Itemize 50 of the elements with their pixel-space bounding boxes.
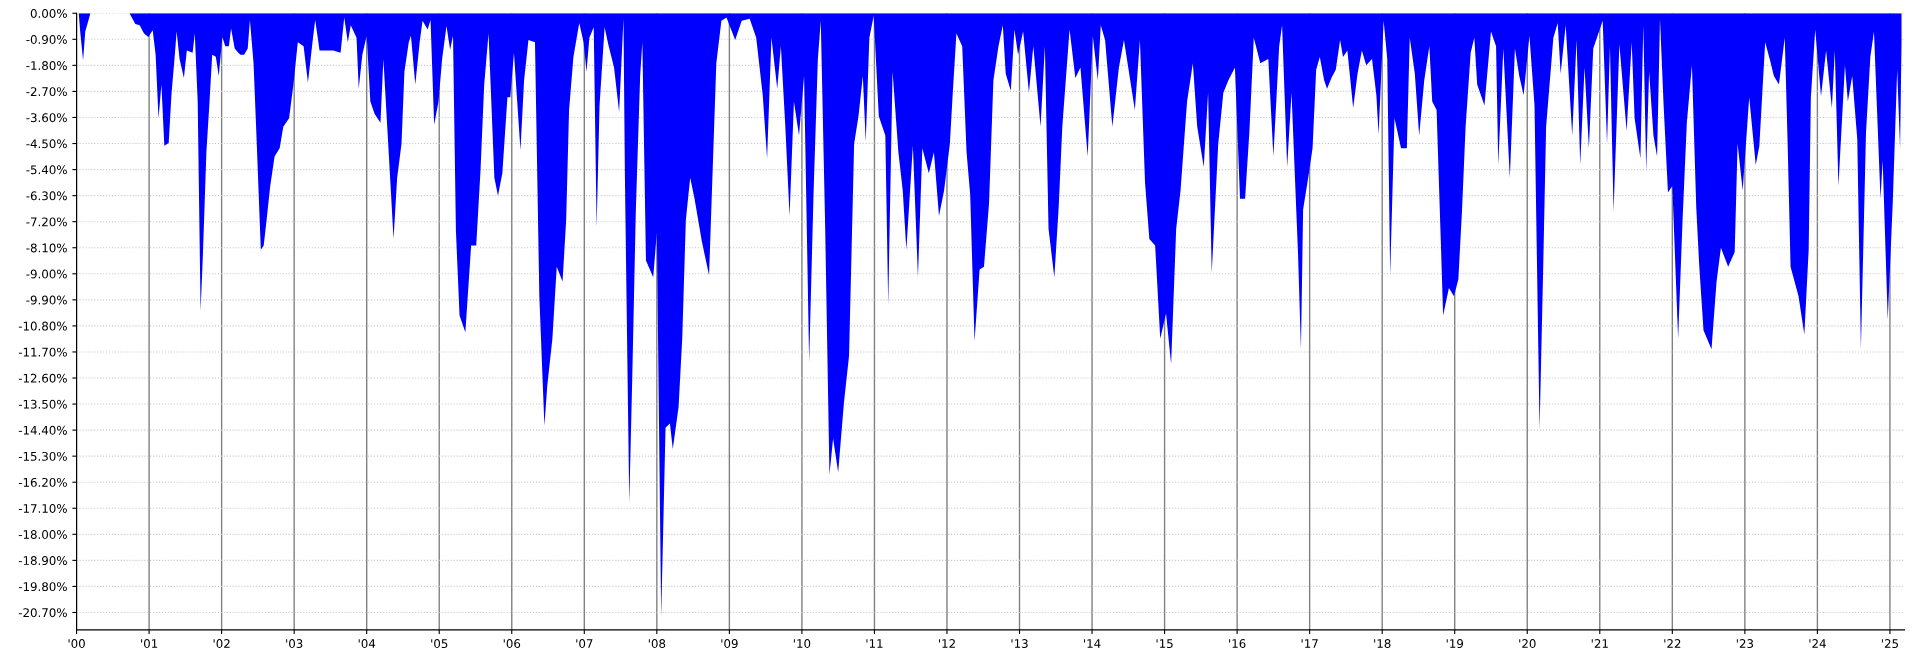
x-tick-label: '05	[431, 639, 448, 649]
x-tick-label: '14	[1084, 639, 1101, 648]
y-tick-label: -7.20%	[26, 217, 67, 227]
x-tick-label: '16	[1229, 639, 1246, 649]
x-tick-label: '08	[648, 639, 666, 649]
x-tick-label: '22	[1664, 639, 1681, 648]
y-tick-label: -3.60%	[26, 113, 67, 123]
x-tick-label: '01	[141, 639, 158, 649]
x-tick-label: '15	[1156, 639, 1173, 649]
y-tick-label: -0.90%	[26, 35, 67, 44]
y-tick-label: -17.10%	[18, 503, 67, 513]
y-tick-label: -15.30%	[18, 451, 67, 461]
y-tick-label: -19.80%	[18, 582, 67, 592]
y-tick-label: -16.20%	[18, 477, 67, 487]
x-tick-label: '17	[1301, 639, 1318, 648]
y-tick-label: -10.80%	[18, 321, 67, 331]
x-tick-label: '23	[1736, 639, 1754, 649]
y-tick-label: -6.30%	[26, 191, 67, 201]
y-tick-label: -2.70%	[26, 87, 67, 97]
y-tick-label: -20.70%	[18, 608, 67, 618]
x-tick-label: '20	[1519, 639, 1536, 649]
x-tick-label: '12	[938, 639, 955, 648]
x-tick-label: '07	[576, 639, 593, 649]
y-tick-label: -11.70%	[18, 347, 67, 357]
x-tick-label: '13	[1011, 639, 1028, 649]
x-tick-label: '25	[1881, 639, 1899, 649]
x-tick-label: '09	[721, 639, 738, 649]
y-tick-label: 0.00%	[30, 8, 67, 18]
x-tick-label: '04	[358, 639, 376, 649]
y-tick-label: -18.90%	[18, 556, 67, 566]
y-tick-label: -8.10%	[26, 243, 67, 253]
x-tick-label: '19	[1446, 639, 1464, 649]
y-tick-label: -9.90%	[26, 295, 67, 305]
x-tick-label: '03	[286, 639, 303, 649]
y-tick-label: -5.40%	[26, 165, 67, 175]
y-tick-label: -4.50%	[26, 139, 67, 149]
y-tick-label: -12.60%	[18, 373, 67, 383]
x-tick-label: '11	[866, 639, 883, 648]
y-tick-label: -18.00%	[18, 530, 67, 539]
x-tick-label: '18	[1374, 639, 1391, 649]
x-tick-label: '00	[68, 639, 85, 649]
x-tick-label: '06	[503, 639, 521, 649]
y-tick-label: -14.40%	[18, 425, 67, 435]
x-tick-label: '02	[213, 639, 230, 649]
x-tick-label: '21	[1591, 639, 1608, 648]
x-tick-label: '10	[793, 639, 811, 649]
y-tick-label: -1.80%	[26, 61, 67, 71]
x-tick-label: '24	[1809, 639, 1826, 648]
y-tick-label: -9.00%	[26, 269, 67, 279]
y-tick-label: -13.50%	[18, 399, 67, 409]
